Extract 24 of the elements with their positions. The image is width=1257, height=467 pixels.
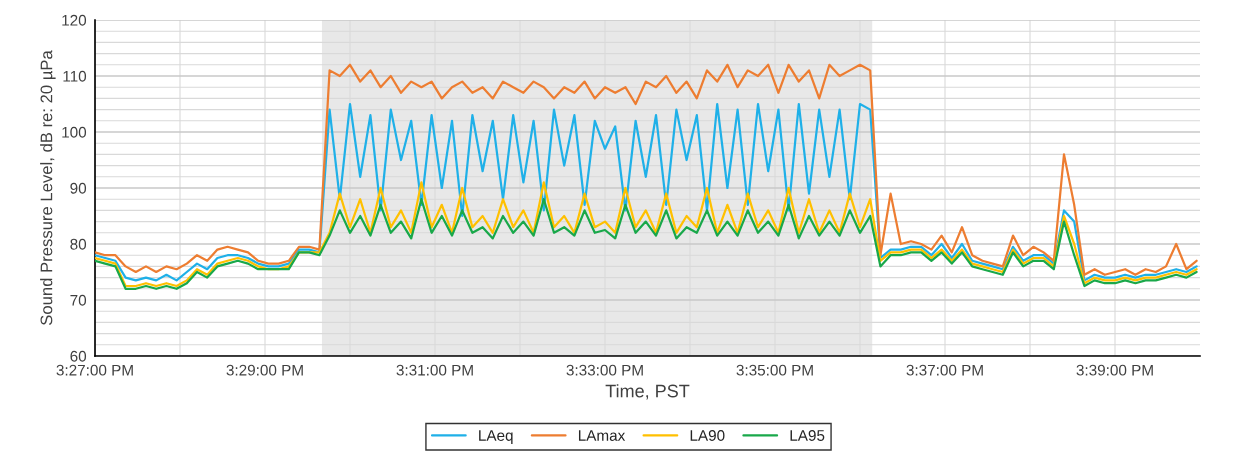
x-tick-label: 3:33:00 PM (566, 364, 643, 376)
legend-label: LAmax (578, 430, 626, 441)
legend-label: LAeq (479, 430, 513, 444)
y-tick-label: 60 (70, 350, 87, 362)
legend-label: LA90 (690, 430, 725, 441)
x-axis-title: Time, PST (605, 384, 690, 400)
y-tick-label: 110 (63, 70, 87, 82)
y-tick-label: 120 (62, 14, 87, 26)
y-tick-label: 90 (70, 182, 87, 194)
line-series (95, 198, 1198, 290)
x-tick-label: 3:29:00 PM (226, 364, 303, 376)
x-tick-label: 3:39:00 PM (1076, 364, 1153, 376)
y-tick-label: 100 (62, 126, 87, 138)
y-tick-label: 70 (70, 294, 87, 306)
line-series (95, 102, 1198, 282)
x-tick-label: 3:31:00 PM (396, 364, 473, 376)
x-tick-label: 3:37:00 PM (906, 364, 983, 376)
y-axis-title: Sound Pressure Level, dB re: 20 µPa (40, 50, 56, 325)
x-tick-label: 3:27:00 PM (56, 364, 133, 376)
line-series (95, 181, 1198, 288)
line-series (95, 63, 1198, 276)
x-tick-label: 3:35:00 PM (736, 364, 813, 376)
legend-label: LA95 (790, 430, 825, 441)
y-tick-label: 80 (70, 238, 87, 250)
